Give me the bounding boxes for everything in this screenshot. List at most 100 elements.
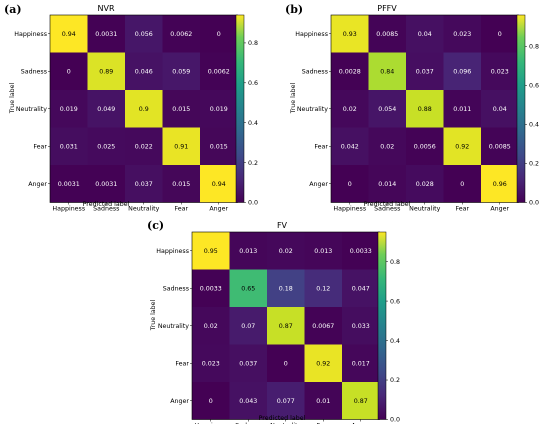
cell-value-label: 0 bbox=[498, 31, 502, 38]
cell-value-label: 0.011 bbox=[453, 106, 471, 113]
y-tick-label: Sadness bbox=[21, 68, 47, 75]
heatmap-cell bbox=[50, 127, 88, 165]
x-axis-label: Predicted label bbox=[259, 415, 306, 422]
cell-value-label: 0.015 bbox=[210, 143, 228, 150]
heatmap-cell bbox=[331, 15, 369, 53]
panel-b: (b) PFFV 0.93 0.0085 0.04 0.023 00.0028 0.84 0… bbox=[285, 3, 539, 213]
heatmap-cell bbox=[162, 52, 200, 90]
x-tick-label: Anger bbox=[351, 423, 370, 424]
heatmap-cell bbox=[50, 52, 88, 90]
heatmap-cell bbox=[87, 90, 125, 128]
cell-value-label: 0.046 bbox=[135, 68, 153, 75]
cell-value-label: 0.096 bbox=[453, 68, 471, 75]
heatmap-cell bbox=[192, 344, 230, 382]
heatmap-cell bbox=[87, 165, 125, 203]
chart-title: NVR bbox=[97, 4, 114, 13]
colorbar-tick-label: 0.6 bbox=[248, 80, 258, 87]
x-tick-label: Happiness bbox=[52, 206, 85, 213]
colorbar-tick-label: 0.4 bbox=[248, 120, 258, 127]
matrix-grid: 0.95 0.013 0.02 0.013 0.0033 0.0033 0.65 0.18 0.… bbox=[156, 231, 380, 424]
heatmap-cell bbox=[443, 127, 481, 165]
x-tick-label: Sadness bbox=[235, 423, 261, 424]
heatmap-cell bbox=[162, 127, 200, 165]
heatmap-cell bbox=[162, 165, 200, 203]
cell-value-label: 0.043 bbox=[239, 398, 257, 405]
heatmap-cell bbox=[481, 127, 519, 165]
heatmap-cell bbox=[87, 15, 125, 53]
cell-value-label: 0.02 bbox=[343, 106, 357, 113]
cell-value-label: 0.042 bbox=[341, 143, 359, 150]
cell-value-label: 0.037 bbox=[416, 68, 434, 75]
y-axis-label: True label bbox=[290, 82, 297, 114]
colorbar-tick-label: 0.4 bbox=[390, 338, 400, 345]
y-tick-label: Anger bbox=[28, 181, 47, 188]
cell-value-label: 0.022 bbox=[135, 143, 153, 150]
heatmap-cell bbox=[50, 90, 88, 128]
heatmap-cell bbox=[342, 269, 380, 307]
cell-value-label: 0.019 bbox=[210, 106, 228, 113]
y-tick-label: Sadness bbox=[302, 68, 328, 75]
y-tick-label: Happiness bbox=[295, 31, 328, 38]
heatmap-cell bbox=[368, 15, 406, 53]
heatmap-cell bbox=[406, 90, 444, 128]
cell-value-label: 0.04 bbox=[418, 31, 432, 38]
cell-value-label: 0.0085 bbox=[376, 31, 398, 38]
y-tick-label: Anger bbox=[309, 181, 328, 188]
heatmap-cell bbox=[267, 344, 305, 382]
cell-value-label: 0.87 bbox=[279, 323, 293, 330]
colorbar-tick-label: 0.6 bbox=[390, 298, 400, 305]
x-axis-label: Predicted label bbox=[83, 201, 130, 208]
y-tick-label: Sadness bbox=[163, 285, 189, 292]
cell-value-label: 0.0056 bbox=[414, 143, 436, 150]
y-tick-label: Happiness bbox=[156, 248, 189, 255]
cell-value-label: 0.0067 bbox=[312, 323, 334, 330]
colorbar-gradient bbox=[235, 14, 245, 203]
y-tick-label: Neutrality bbox=[297, 106, 328, 113]
heatmap-cell bbox=[342, 232, 380, 270]
cell-value-label: 0.93 bbox=[343, 31, 357, 38]
cell-value-label: 0.01 bbox=[316, 398, 330, 405]
cell-value-label: 0.04 bbox=[493, 106, 507, 113]
cell-value-label: 0.028 bbox=[416, 181, 434, 188]
x-tick-label: Fear bbox=[316, 423, 330, 424]
heatmap-cell bbox=[342, 307, 380, 345]
heatmap-cell bbox=[162, 90, 200, 128]
panel-c: (c) FV 0.95 0.013 0.02 0.013 0.0033 0.0033 0.6… bbox=[147, 219, 400, 424]
heatmap-cell bbox=[200, 165, 238, 203]
cell-value-label: 0.054 bbox=[378, 106, 396, 113]
cell-value-label: 0.02 bbox=[204, 323, 218, 330]
cell-value-label: 0.87 bbox=[354, 398, 368, 405]
heatmap-cell bbox=[443, 52, 481, 90]
x-tick-label: Neutrality bbox=[270, 423, 301, 424]
cell-value-label: 0.18 bbox=[279, 285, 293, 292]
cell-value-label: 0.91 bbox=[174, 143, 188, 150]
heatmap-cell bbox=[406, 15, 444, 53]
heatmap-cell bbox=[229, 344, 267, 382]
heatmap-cell bbox=[368, 52, 406, 90]
y-tick-label: Fear bbox=[33, 143, 47, 150]
x-tick-label: Neutrality bbox=[128, 206, 159, 213]
cell-value-label: 0.94 bbox=[62, 31, 76, 38]
y-axis-label: True label bbox=[9, 82, 16, 114]
colorbar-tick-label: 0.0 bbox=[529, 200, 539, 207]
heatmap-cell bbox=[443, 165, 481, 203]
cell-value-label: 0.037 bbox=[239, 360, 257, 367]
heatmap-cell bbox=[267, 269, 305, 307]
heatmap-cell bbox=[481, 165, 519, 203]
cell-value-label: 0.88 bbox=[418, 106, 432, 113]
y-tick-label: Neutrality bbox=[158, 323, 189, 330]
cell-value-label: 0.019 bbox=[60, 106, 78, 113]
x-axis-label: Predicted label bbox=[364, 201, 411, 208]
matrix-grid: 0.94 0.0031 0.056 0.0062 0 0 0.89 0.046 0.059 0.0… bbox=[14, 14, 238, 213]
heatmap-cell bbox=[331, 52, 369, 90]
cell-value-label: 0 bbox=[284, 360, 288, 367]
panel-a: (a) NVR 0.94 0.0031 0.056 0.0062 0 0 0.89 0.046… bbox=[4, 3, 258, 213]
cell-value-label: 0.84 bbox=[380, 68, 394, 75]
heatmap-cell bbox=[481, 15, 519, 53]
cell-value-label: 0 bbox=[217, 31, 221, 38]
x-tick-label: Happiness bbox=[333, 206, 366, 213]
cell-value-label: 0.023 bbox=[491, 68, 509, 75]
heatmap-cell bbox=[331, 90, 369, 128]
heatmap-cell bbox=[267, 232, 305, 270]
cell-value-label: 0.02 bbox=[279, 248, 293, 255]
